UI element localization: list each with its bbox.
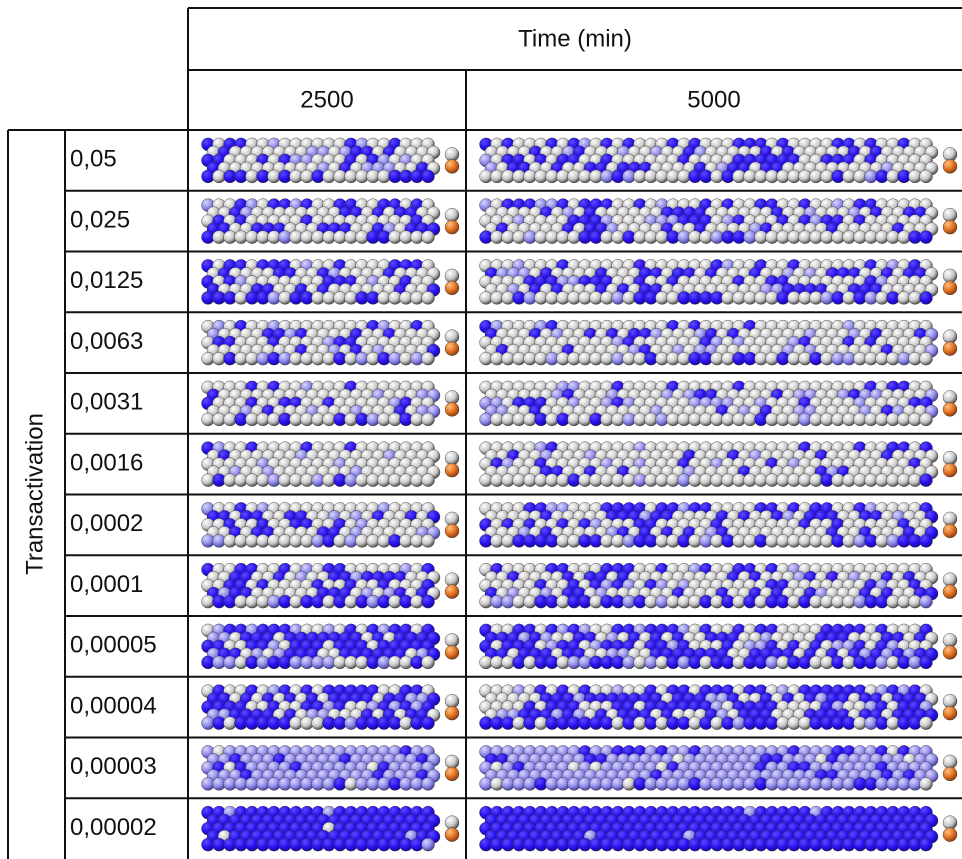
sphere bbox=[920, 231, 933, 244]
cap-sphere bbox=[943, 706, 957, 720]
sphere bbox=[920, 352, 933, 365]
cylinder bbox=[480, 806, 958, 851]
row-label: 0,0031 bbox=[70, 389, 143, 416]
row-label: 0,0001 bbox=[70, 571, 143, 598]
sphere bbox=[920, 413, 933, 426]
cap-sphere bbox=[943, 645, 957, 659]
cap-sphere bbox=[943, 402, 957, 416]
sphere bbox=[422, 474, 435, 487]
cap-sphere bbox=[445, 767, 459, 781]
sphere bbox=[920, 595, 933, 608]
cap-sphere bbox=[445, 159, 459, 173]
cylinder bbox=[480, 259, 958, 304]
row-label: 0,00004 bbox=[70, 692, 157, 719]
cap-sphere bbox=[943, 828, 957, 842]
cylinder bbox=[480, 685, 958, 730]
sphere bbox=[920, 656, 933, 669]
cap-sphere bbox=[943, 342, 957, 356]
cylinder bbox=[202, 685, 460, 730]
sphere bbox=[920, 717, 933, 730]
cylinder bbox=[480, 563, 958, 608]
cylinder bbox=[202, 806, 460, 851]
cylinder bbox=[202, 259, 460, 304]
row-label: 0,05 bbox=[70, 146, 117, 173]
cap-sphere bbox=[445, 220, 459, 234]
cap-sphere bbox=[445, 706, 459, 720]
rows: 0,05 0,025 0,0125 0,0063 0,0031 0,0016 0,0002 0… bbox=[65, 146, 962, 841]
sphere bbox=[920, 838, 933, 851]
row-label: 0,00005 bbox=[70, 632, 157, 659]
sphere bbox=[422, 595, 435, 608]
row-label: 0,00003 bbox=[70, 753, 157, 780]
row-label: 0,0063 bbox=[70, 328, 143, 355]
sphere bbox=[920, 534, 933, 547]
cap-sphere bbox=[445, 342, 459, 356]
cap-sphere bbox=[445, 645, 459, 659]
sphere bbox=[422, 231, 435, 244]
cylinder bbox=[480, 442, 958, 487]
cylinder bbox=[202, 320, 460, 365]
sphere bbox=[422, 170, 435, 183]
sphere bbox=[920, 170, 933, 183]
cap-sphere bbox=[445, 281, 459, 295]
sphere bbox=[422, 656, 435, 669]
cap-sphere bbox=[445, 828, 459, 842]
column-header: 5000 bbox=[687, 86, 740, 113]
header-title: Time (min) bbox=[518, 25, 632, 52]
cap-sphere bbox=[943, 281, 957, 295]
cap-sphere bbox=[943, 220, 957, 234]
row-label: 0,00002 bbox=[70, 814, 157, 841]
row-label: 0,0125 bbox=[70, 267, 143, 294]
sphere bbox=[422, 352, 435, 365]
row-label: 0,0016 bbox=[70, 449, 143, 476]
cylinder bbox=[480, 320, 958, 365]
sphere bbox=[920, 474, 933, 487]
cap-sphere bbox=[445, 585, 459, 599]
cylinder bbox=[202, 199, 460, 244]
cylinder bbox=[202, 624, 460, 669]
cylinder bbox=[202, 563, 460, 608]
sphere bbox=[920, 291, 933, 304]
cylinder bbox=[480, 138, 958, 183]
cap-sphere bbox=[445, 463, 459, 477]
cap-sphere bbox=[943, 463, 957, 477]
cylinder bbox=[202, 381, 460, 426]
sphere bbox=[422, 413, 435, 426]
cap-sphere bbox=[943, 159, 957, 173]
sphere bbox=[422, 717, 435, 730]
cylinder bbox=[480, 502, 958, 547]
cylinder bbox=[202, 502, 460, 547]
cap-sphere bbox=[445, 524, 459, 538]
row-label: 0,025 bbox=[70, 206, 130, 233]
column-header: 2500 bbox=[300, 86, 353, 113]
sphere bbox=[920, 777, 933, 790]
cylinder bbox=[202, 138, 460, 183]
cylinder bbox=[480, 745, 958, 790]
cap-sphere bbox=[943, 767, 957, 781]
cylinder bbox=[480, 624, 958, 669]
row-label: 0,0002 bbox=[70, 510, 143, 537]
cylinder bbox=[480, 199, 958, 244]
row-header: Transactivation bbox=[21, 413, 48, 575]
sphere bbox=[422, 777, 435, 790]
cap-sphere bbox=[943, 524, 957, 538]
cylinder bbox=[202, 442, 460, 487]
cap-sphere bbox=[445, 402, 459, 416]
cylinder bbox=[480, 381, 958, 426]
sphere bbox=[422, 291, 435, 304]
sphere bbox=[422, 838, 435, 851]
cap-sphere bbox=[943, 585, 957, 599]
cylinder bbox=[202, 745, 460, 790]
sphere bbox=[422, 534, 435, 547]
